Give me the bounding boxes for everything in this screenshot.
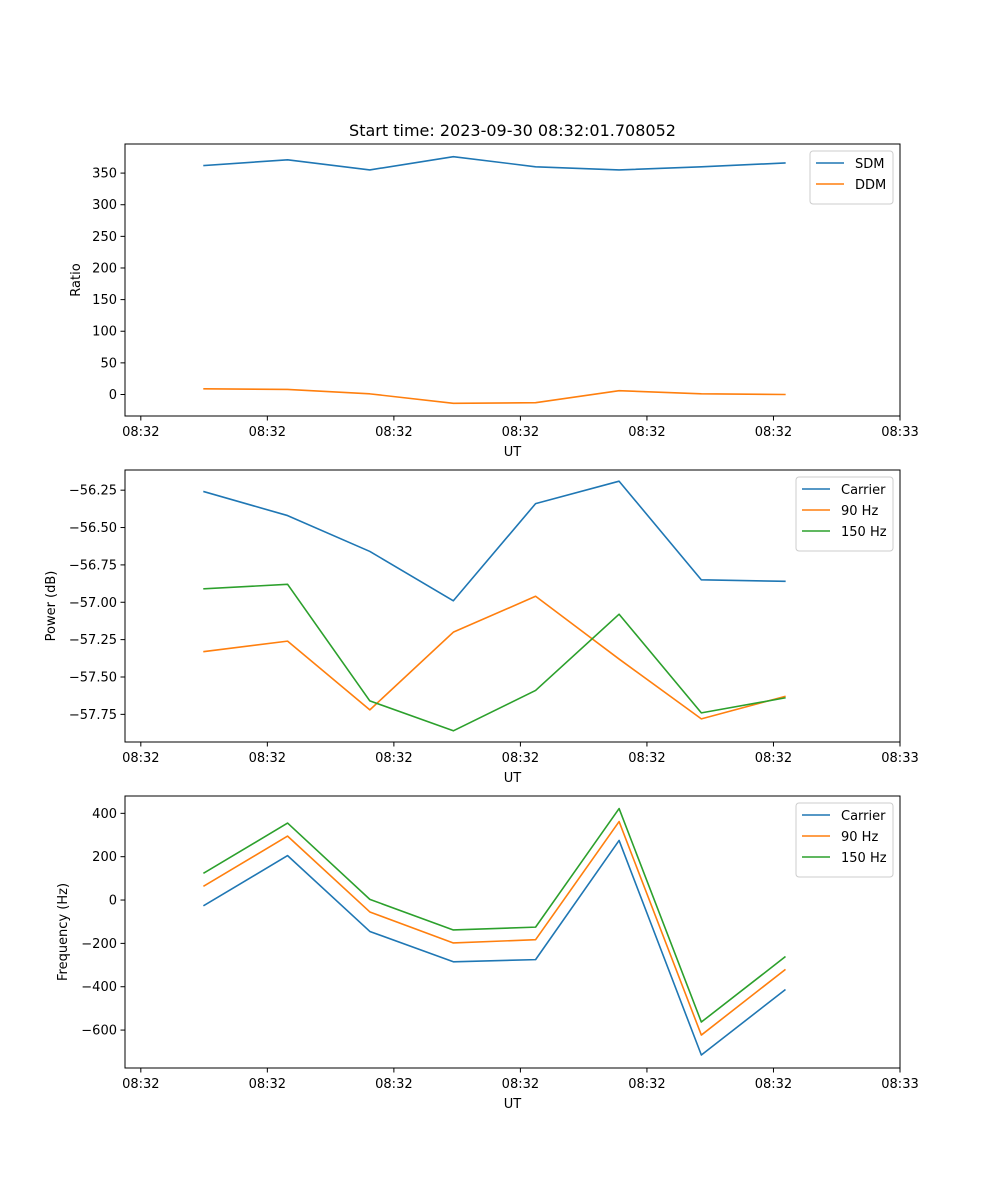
legend-box <box>809 150 894 205</box>
x-tick-label: 08:32 <box>628 425 665 440</box>
x-axis-title: UT <box>504 1097 522 1112</box>
x-tick-label: 08:32 <box>375 1077 412 1092</box>
y-tick-label: 300 <box>92 198 117 213</box>
y-tick-label: 250 <box>92 230 117 245</box>
y-tick-label: 200 <box>92 850 117 865</box>
chart-title: Start time: 2023-09-30 08:32:01.708052 <box>349 121 676 140</box>
series-line-carrier <box>203 480 786 602</box>
y-tick-label: 100 <box>92 325 117 340</box>
x-tick-label: 08:32 <box>502 751 539 766</box>
x-axis-title: UT <box>504 445 522 460</box>
y-tick-label: −57.25 <box>69 633 117 648</box>
series-line-90-hz <box>203 595 786 720</box>
series-line-ddm <box>203 387 786 405</box>
y-tick-label: −56.50 <box>69 521 117 536</box>
y-tick-label: 50 <box>100 356 117 371</box>
power-panel: UT Power (dB) 08:32 08:32 08:32 08:32 08:32 0… <box>44 469 919 786</box>
x-tick-label: 08:32 <box>502 425 539 440</box>
x-tick-label: 08:32 <box>249 425 286 440</box>
y-axis-title: Frequency (Hz) <box>56 883 71 981</box>
x-tick-label: 08:33 <box>881 425 918 440</box>
x-tick-label: 08:33 <box>881 1077 918 1092</box>
legend-box <box>795 802 894 878</box>
ratio-panel: Start time: 2023-09-30 08:32:01.708052 U… <box>69 121 919 460</box>
x-tick-label: 08:32 <box>375 751 412 766</box>
y-tick-label: −200 <box>81 937 117 952</box>
legend: Carrier 90 Hz 150 Hz <box>795 802 894 878</box>
legend-entry: Carrier <box>841 809 886 824</box>
legend-entry: SDM <box>855 157 884 172</box>
y-tick-label: −57.75 <box>69 708 117 723</box>
x-tick-label: 08:32 <box>249 1077 286 1092</box>
frequency-panel: UT Frequency (Hz) 08:32 08:32 08:32 08:32 08… <box>56 795 919 1112</box>
plot-frame <box>124 469 901 743</box>
x-tick-label: 08:32 <box>122 1077 159 1092</box>
y-axis-title: Power (dB) <box>44 571 59 642</box>
legend-entry: Carrier <box>841 483 886 498</box>
legend: SDM DDM <box>809 150 894 205</box>
y-tick-label: 0 <box>109 894 117 909</box>
series-line-carrier <box>202 839 786 1056</box>
legend-entry: 90 Hz <box>841 504 878 519</box>
x-axis-title: UT <box>504 771 522 786</box>
series-line-150-hz <box>202 807 786 1023</box>
plot-frame <box>124 795 901 1069</box>
y-axis-title: Ratio <box>69 263 84 296</box>
y-tick-label: 200 <box>92 261 117 276</box>
legend-box <box>795 476 894 552</box>
y-tick-label: −56.25 <box>69 484 117 499</box>
plot-frame <box>124 143 901 417</box>
x-tick-label: 08:32 <box>628 1077 665 1092</box>
x-tick-label: 08:32 <box>375 425 412 440</box>
x-tick-label: 08:32 <box>502 1077 539 1092</box>
x-tick-label: 08:32 <box>628 751 665 766</box>
y-tick-label: −600 <box>81 1024 117 1039</box>
y-tick-label: −57.50 <box>69 670 117 685</box>
series-line-sdm <box>203 155 786 171</box>
x-tick-label: 08:32 <box>755 425 792 440</box>
legend-entry: 90 Hz <box>841 830 878 845</box>
x-tick-label: 08:32 <box>122 751 159 766</box>
y-tick-label: −400 <box>81 980 117 995</box>
series-line-90-hz <box>202 820 786 1036</box>
x-tick-label: 08:32 <box>122 425 159 440</box>
legend-entry: DDM <box>855 178 886 193</box>
y-tick-label: 350 <box>92 167 117 182</box>
x-tick-label: 08:33 <box>881 751 918 766</box>
x-tick-label: 08:32 <box>755 751 792 766</box>
y-tick-label: 150 <box>92 293 117 308</box>
y-tick-label: −56.75 <box>69 558 117 573</box>
y-tick-label: −57.00 <box>69 596 117 611</box>
legend-entry: 150 Hz <box>841 525 887 540</box>
legend-entry: 150 Hz <box>841 851 887 866</box>
x-tick-label: 08:32 <box>249 751 286 766</box>
y-tick-label: 0 <box>109 388 117 403</box>
y-tick-label: 400 <box>92 807 117 822</box>
x-tick-label: 08:32 <box>755 1077 792 1092</box>
legend: Carrier 90 Hz 150 Hz <box>795 476 894 552</box>
series-line-150-hz <box>203 583 786 732</box>
